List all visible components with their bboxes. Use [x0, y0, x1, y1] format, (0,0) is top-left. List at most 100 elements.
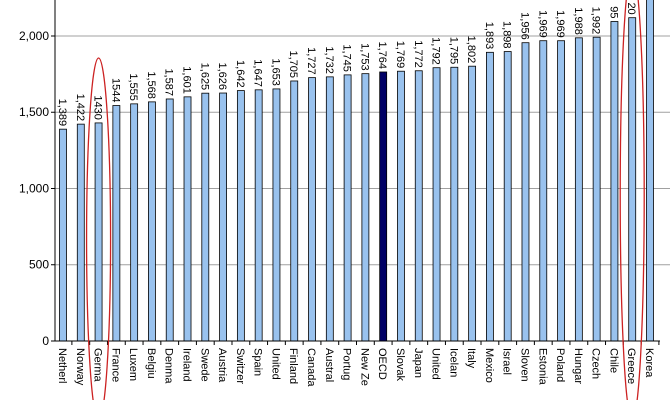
bar	[628, 17, 637, 342]
x-tick-label: Greece	[625, 348, 637, 384]
data-label: 1,992	[590, 7, 602, 35]
data-label: 1,898	[501, 21, 513, 49]
bar	[254, 89, 263, 342]
bar	[272, 88, 281, 342]
data-label: 1,732	[323, 46, 335, 74]
y-tick-label: 2,000	[19, 29, 49, 43]
x-tick-label: Spain	[252, 348, 264, 376]
bar	[94, 122, 103, 342]
data-label: 95	[607, 6, 619, 18]
y-tick-label: 500	[29, 258, 49, 272]
x-tick-label: Belgiu	[145, 348, 157, 379]
x-tick-label: Israel	[501, 348, 513, 375]
bar	[574, 37, 583, 342]
y-tick-label: 1,000	[19, 181, 49, 195]
data-label: 1544	[109, 78, 121, 102]
x-tick-label: Netherl	[56, 348, 68, 383]
bar	[130, 103, 139, 342]
y-tick-label: 0	[42, 334, 49, 348]
data-label: 1,653	[269, 58, 281, 86]
bar	[201, 92, 210, 342]
data-label: 1430	[92, 95, 104, 119]
bar	[59, 128, 67, 342]
x-tick-label: Canada	[305, 348, 317, 387]
bar	[450, 66, 459, 342]
bar	[468, 65, 477, 342]
x-tick-label: Korea	[643, 348, 655, 378]
bar	[325, 76, 334, 342]
data-label: 1,956	[518, 12, 530, 40]
data-label: 1,753	[358, 43, 370, 71]
data-label: 1,802	[465, 36, 477, 64]
x-tick-label: Slovak	[394, 348, 406, 382]
bar	[76, 123, 85, 342]
y-tick-label: 1,500	[19, 105, 49, 119]
x-tick-label: France	[109, 348, 121, 382]
bar	[592, 36, 601, 342]
x-tick-label: Ireland	[181, 348, 193, 382]
data-label: 1,647	[252, 59, 264, 87]
x-tick-label: Mexico	[483, 348, 495, 383]
data-label: 1,568	[145, 71, 157, 99]
bar	[165, 98, 174, 342]
x-tick-label: Chile	[607, 348, 619, 373]
data-label: 1,626	[216, 62, 228, 90]
data-label: 1,764	[376, 41, 388, 69]
x-tick-label: Poland	[554, 348, 566, 382]
x-tick-label: New Ze	[358, 348, 370, 386]
bar	[236, 90, 245, 342]
data-label: 1,772	[412, 40, 424, 68]
bar	[432, 67, 441, 342]
data-label: 1,555	[127, 73, 139, 101]
data-label: 1,769	[394, 41, 406, 69]
bar	[521, 42, 530, 342]
annotation-ellipse	[85, 57, 112, 400]
bar	[112, 105, 121, 342]
bar	[557, 40, 565, 342]
x-tick-label: Icelan	[447, 348, 459, 377]
bar	[610, 21, 619, 342]
x-tick-label: Denma	[163, 348, 175, 384]
x-tick-label: Austral	[323, 348, 335, 382]
bar	[379, 71, 388, 342]
x-tick-label: Italy	[465, 348, 477, 369]
data-label: 1,727	[305, 47, 317, 75]
data-label: 20	[625, 2, 637, 14]
x-tick-label: Germa	[92, 348, 104, 383]
data-label: 1,389	[56, 99, 68, 127]
bar	[414, 70, 423, 342]
data-label: 1,601	[181, 66, 193, 94]
bar	[486, 51, 494, 342]
x-tick-label: Czech	[590, 348, 602, 379]
x-tick-label: United	[430, 348, 442, 380]
data-label: 1,745	[341, 44, 353, 72]
data-label: 1,792	[430, 37, 442, 65]
x-tick-label: Norway	[74, 348, 86, 386]
bar	[290, 80, 299, 342]
bar	[219, 92, 227, 342]
bar	[539, 40, 548, 342]
bar	[361, 73, 370, 342]
x-tick-label: Estonia	[536, 348, 548, 386]
data-label: 1,969	[536, 10, 548, 38]
x-tick-label: Finland	[287, 348, 299, 384]
x-tick-label: Austria	[216, 348, 228, 383]
x-tick-label: Portug	[341, 348, 353, 380]
bar	[308, 77, 316, 342]
data-label: 1,625	[198, 63, 210, 91]
x-tick-label: Switzer	[234, 348, 246, 384]
bar	[343, 74, 352, 342]
bar	[397, 70, 405, 342]
bar	[183, 96, 192, 342]
data-label: 1,795	[447, 37, 459, 65]
bar	[148, 101, 156, 342]
data-label: 1,642	[234, 60, 246, 88]
annotation-ellipse	[619, 0, 645, 400]
x-tick-label: Luxem	[127, 348, 139, 381]
x-tick-label: Hungar	[572, 348, 584, 384]
x-tick-label: OECD	[376, 348, 388, 380]
data-label: 1,969	[554, 10, 566, 38]
data-label: 1,587	[163, 68, 175, 96]
x-tick-label: United	[269, 348, 281, 380]
